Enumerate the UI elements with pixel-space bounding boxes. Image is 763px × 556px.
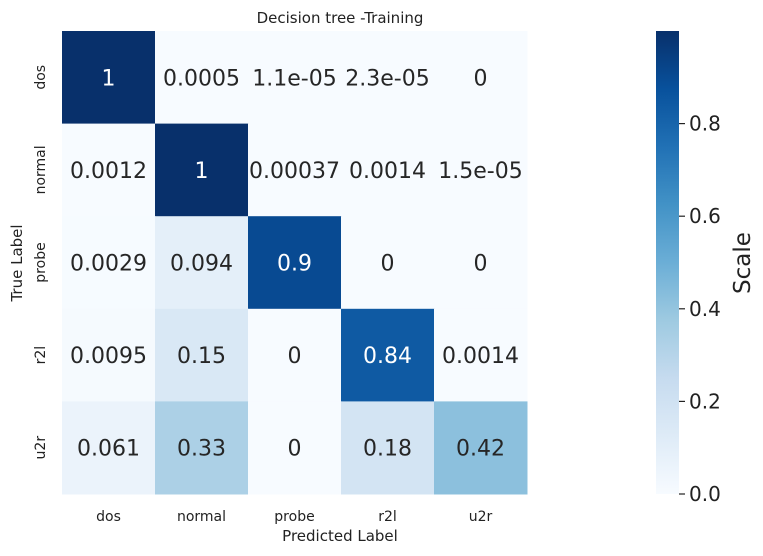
cell-annotation: 0.0095 xyxy=(70,344,147,369)
cell-annotation: 0.15 xyxy=(177,344,226,369)
colorbar xyxy=(656,31,679,494)
cell-annotation: 0.84 xyxy=(363,344,412,369)
heatmap-cell xyxy=(62,216,156,310)
cell-annotation: 0.0012 xyxy=(70,159,147,184)
cell-annotation: 1 xyxy=(102,66,116,91)
cell-annotation: 1.5e-05 xyxy=(438,159,522,184)
heatmap-cell xyxy=(62,401,156,495)
colorbar-tick-label: 0.2 xyxy=(689,389,721,413)
heatmap-cell xyxy=(434,308,528,402)
heatmap-cell xyxy=(248,308,342,402)
y-tick-labels: dos normal probe r2l u2r xyxy=(33,65,49,460)
colorbar-label: Scale xyxy=(730,232,756,294)
colorbar-tick-label: 0.0 xyxy=(689,482,721,506)
cell-annotation: 0.00037 xyxy=(249,159,340,184)
y-tick-label: probe xyxy=(33,242,49,282)
cell-annotation: 0.0005 xyxy=(163,66,240,91)
heatmap-cell xyxy=(341,216,435,310)
cell-annotation: 2.3e-05 xyxy=(345,66,429,91)
x-tick-label: r2l xyxy=(378,509,397,525)
y-tick-label: normal xyxy=(33,145,49,194)
x-tick-label: probe xyxy=(274,509,314,525)
x-tick-label: normal xyxy=(177,509,226,525)
heatmap-cell xyxy=(434,401,528,495)
heatmap-cell xyxy=(248,401,342,495)
cell-annotation: 0 xyxy=(381,252,395,277)
cell-annotation: 0.061 xyxy=(77,437,140,462)
heatmap-cell xyxy=(341,31,435,125)
cell-annotation: 0.9 xyxy=(277,252,312,277)
heatmap-cell xyxy=(434,31,528,125)
heatmap-cell xyxy=(434,216,528,310)
y-tick-label: dos xyxy=(33,65,49,90)
heatmap-cell xyxy=(341,401,435,495)
cell-annotation: 0.0029 xyxy=(70,252,147,277)
chart-title: Decision tree -Training xyxy=(257,9,424,27)
heatmap-cell xyxy=(248,31,342,125)
colorbar-tick-label: 0.4 xyxy=(689,297,721,321)
heatmap-cell xyxy=(62,308,156,402)
heatmap-cell xyxy=(155,216,249,310)
colorbar-tick-label: 0.6 xyxy=(689,204,721,228)
y-tick-label: u2r xyxy=(33,436,49,460)
heatmap-cell xyxy=(155,31,249,125)
x-tick-label: dos xyxy=(96,509,121,525)
cell-annotation: 0.33 xyxy=(177,437,226,462)
cell-annotation: 0.18 xyxy=(363,437,412,462)
heatmap-cell xyxy=(248,216,342,310)
heatmap-cell xyxy=(341,123,435,217)
heatmap-cell xyxy=(62,31,156,125)
cell-annotation: 1.1e-05 xyxy=(252,66,336,91)
heatmap-cell xyxy=(62,123,156,217)
cell-annotation: 0.0014 xyxy=(442,344,519,369)
y-axis-label: True Label xyxy=(8,224,26,302)
cell-annotation: 0 xyxy=(474,252,488,277)
cell-annotation: 0 xyxy=(288,437,302,462)
heatmap-cell xyxy=(155,401,249,495)
x-axis-label: Predicted Label xyxy=(282,527,398,545)
cell-annotation: 0 xyxy=(288,344,302,369)
cell-annotation: 0.42 xyxy=(456,437,505,462)
colorbar-tick-label: 0.8 xyxy=(689,112,721,136)
heatmap-cell xyxy=(341,308,435,402)
heatmap-cell xyxy=(248,123,342,217)
y-tick-label: r2l xyxy=(33,346,49,365)
x-tick-label: u2r xyxy=(469,509,493,525)
heatmap-cell xyxy=(434,123,528,217)
cell-annotation: 0 xyxy=(474,66,488,91)
cell-annotation: 0.0014 xyxy=(349,159,426,184)
cell-annotation: 0.094 xyxy=(170,252,233,277)
x-tick-labels: dos normal probe r2l u2r xyxy=(96,509,492,525)
colorbar-ticks: 0.0 0.2 0.4 0.6 0.8 xyxy=(679,112,721,506)
heatmap-cell xyxy=(155,308,249,402)
cell-annotation: 1 xyxy=(195,159,209,184)
heatmap-cells: 1 0.0005 1.1e-05 2.3e-05 0 0.0012 1 0.00037 0.00… xyxy=(62,31,528,495)
heatmap-cell xyxy=(155,123,249,217)
